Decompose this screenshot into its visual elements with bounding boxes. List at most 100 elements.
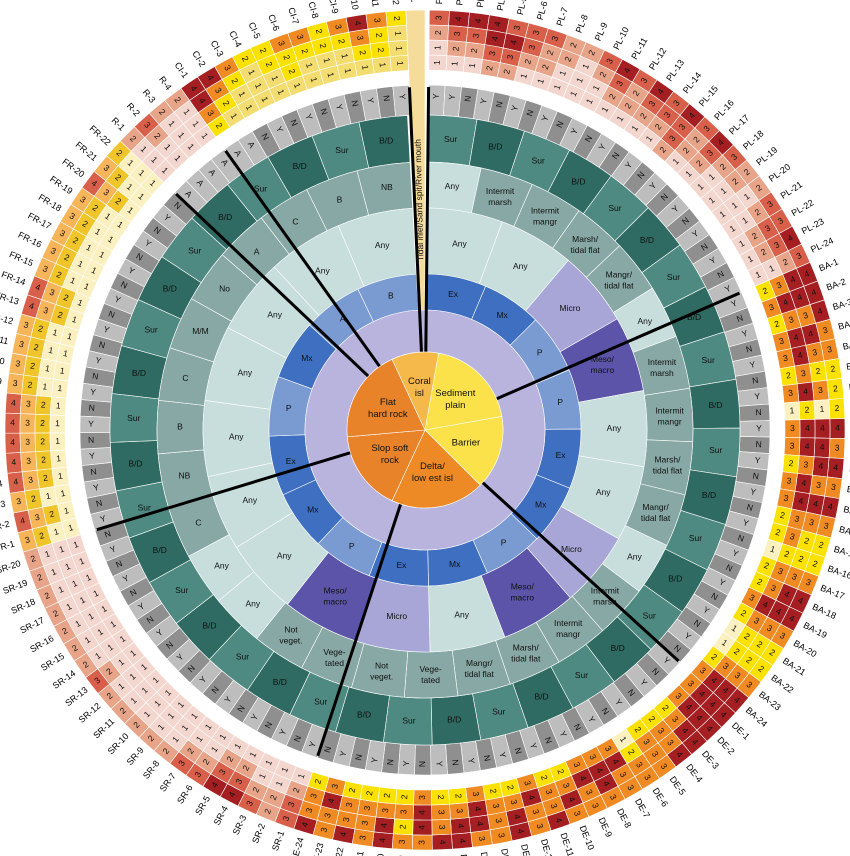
cell-value-BA-20-3: 3 [752, 615, 761, 626]
yn-value-SR-15: Y [136, 600, 146, 612]
cell-value-DE-13-3: 3 [509, 799, 520, 806]
cell-value-DE-20-1: 4 [377, 837, 387, 843]
cell-value-DE-14-2: 3 [494, 817, 505, 824]
bd-ring-label-35: Sur [188, 245, 201, 255]
yn-value-DE-1: Y [661, 655, 672, 666]
bd-ring-label-29: Sur [138, 503, 151, 513]
cell-value-BA-19-2: 4 [774, 606, 783, 617]
cell-value-SR-5-1: 4 [209, 780, 220, 789]
yn-value-SR-2: N [292, 734, 304, 743]
tidal-range-ring-label-11-a: Meso/ [324, 586, 348, 596]
exposure-ring-label-10: P [349, 541, 355, 551]
marsh-ring-label-11: Any [627, 551, 642, 561]
cell-value-DE-11-2: 3 [549, 802, 560, 810]
yn-value-PL-22: Y [708, 254, 718, 266]
outer-label-pl-13: PL-13 [664, 58, 686, 83]
bd-ring-label-2: B/D [488, 141, 502, 151]
outer-label-pl-20: PL-20 [767, 162, 792, 184]
cell-value-SR-2-3: 1 [273, 779, 284, 787]
cell-value-PL-10-3: 1 [591, 83, 602, 92]
cell-value-BA-23-3: 3 [721, 661, 731, 672]
cell-value-PL-4-3: 3 [487, 50, 498, 57]
cell-value-SR-10-3: 1 [152, 698, 163, 709]
cell-value-FR-12-2: 2 [37, 323, 44, 334]
yn-cell-BA-9 [739, 420, 771, 438]
cell-value-PL-8-1: 2 [568, 41, 579, 49]
cell-value-SR-6-4: 1 [217, 732, 228, 742]
cell-value-FR-21-4: 1 [136, 191, 146, 202]
center-sector-2 [424, 416, 504, 486]
outer-label-pl-22: PL-22 [790, 197, 816, 218]
cell-value-PL-19-4: 1 [707, 194, 717, 205]
cell-value-PL-5-4: 2 [501, 68, 512, 75]
cell-value-SR-14-3: 1 [105, 642, 115, 653]
cell-value-FR-3-3: 1 [45, 491, 52, 502]
marsh-ring-label-18-b: tated [325, 658, 344, 668]
outer-label-fr-18: FR-18 [37, 192, 64, 213]
cell-value-DE-7-1: 3 [625, 783, 636, 792]
outer-label-ba-13: BA-13 [843, 504, 850, 519]
cell-value-DE-11-4: 2 [539, 774, 550, 782]
cell-value-PL-20-3: 1 [730, 200, 740, 211]
cell-value-DE-6-2: 3 [634, 760, 645, 770]
marsh-ring-label-6: Any [637, 316, 652, 326]
cell-value-CI-11-2: 2 [374, 32, 385, 38]
cell-value-PL-10-2: 2 [597, 70, 608, 79]
yn-value-CI-3: N [260, 132, 272, 142]
cell-value-PL-21-3: 1 [740, 215, 750, 226]
divider-R [175, 192, 373, 381]
yn-cell-CI-12 [392, 85, 412, 117]
cell-value-DE-21-3: 3 [362, 805, 373, 811]
cell-value-CI-6-4: 1 [292, 81, 303, 89]
cell-value-FR-7-4: 1 [55, 418, 60, 428]
cell-value-FR-21-3: 1 [125, 181, 135, 192]
outer-label-ci-10: CI-10 [347, 0, 360, 11]
cell-value-BA-14-4: 2 [779, 510, 786, 521]
cell-value-SR-20-4: 1 [72, 539, 80, 550]
exposure-ring-label-14: Mx [301, 353, 313, 363]
cell-value-R-3-2: 1 [167, 118, 178, 128]
outer-label-de-14: DE-14 [499, 848, 514, 856]
yn-value-FR-20: N [152, 224, 163, 236]
tidal-range-ring-label-15: Any [237, 367, 252, 377]
cell-value-SR-17-4: 1 [91, 588, 100, 599]
outer-label-fr-21: FR-21 [74, 140, 100, 164]
yn-value-CI-6: Y [303, 112, 314, 121]
cell-value-FR-4-4: 1 [57, 471, 63, 482]
cell-value-R-3-1: 2 [157, 107, 168, 117]
outer-label-fr-4: FR-4 [0, 478, 3, 490]
cell-value-PL-22-3: 2 [750, 230, 759, 241]
cell-value-DE-18-4: 3 [417, 795, 427, 800]
cell-value-SR-12-3: 1 [127, 671, 137, 682]
yn-value-CI-2: A [246, 140, 258, 150]
outer-label-pl-17: PL-17 [727, 113, 751, 137]
bd-ring-label-6: B/D [640, 235, 654, 245]
outer-label-sr-1: SR-1 [270, 829, 286, 852]
cell-value-BA-8-1: 2 [834, 403, 840, 413]
cell-value-DE-15-1: 3 [477, 835, 488, 841]
rings-group: 3211Y4321Y4321N4432Y3432N3321Y3221N2211Y… [4, 9, 846, 851]
marsh-ring-label-12-a: Intermit [591, 586, 620, 596]
cell-value-PL-21-1: 3 [765, 198, 775, 209]
cell-value-PL-11-4: 1 [599, 105, 610, 114]
center-label-6-a: Coral [408, 376, 431, 387]
outer-label-fr-11: FR-11 [0, 331, 9, 346]
bd-ring-label-36: B/D [218, 212, 232, 222]
cell-value-PL-21-4: 1 [728, 223, 738, 234]
cell-value-DE-14-4: 2 [488, 788, 499, 795]
cell-value-BA-6-1: 2 [830, 363, 836, 374]
cell-value-PL-23-3: 2 [759, 246, 768, 257]
outer-label-de-23: DE-23 [310, 842, 326, 856]
outer-label-pl-18: PL-18 [741, 128, 766, 151]
outer-label-ba-21: BA-21 [781, 656, 807, 678]
cell-value-DE-23-1: 3 [318, 826, 329, 833]
cell-value-PL-1-1: 3 [433, 15, 443, 20]
cell-value-R-1-1: 2 [128, 133, 139, 144]
cell-value-FR-20-3: 2 [114, 196, 124, 207]
cell-value-CI-10-2: 3 [355, 35, 366, 42]
center-label-1-a: Sediment [435, 388, 475, 399]
tidal-range-ring-label-17: Any [315, 266, 330, 276]
cell-value-DE-18-1: 3 [417, 840, 427, 845]
outer-label-ci-12: CI-12 [390, 0, 402, 5]
bd-ring-label-17: Sur [575, 670, 588, 680]
